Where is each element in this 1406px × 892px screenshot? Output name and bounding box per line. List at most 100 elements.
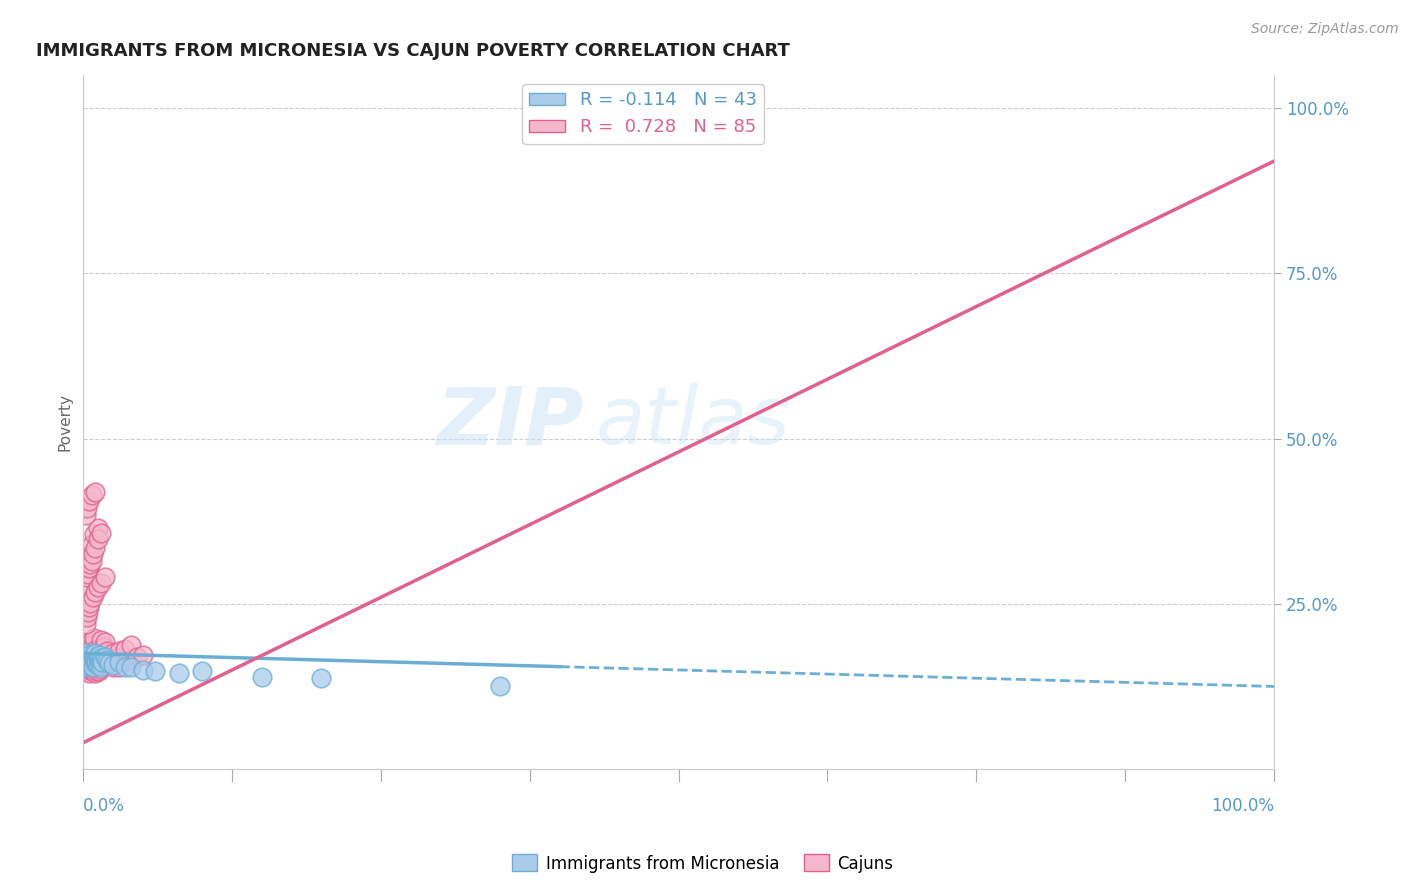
- Point: [143, 665, 166, 679]
- Point: [83, 527, 105, 541]
- Text: 0.0%: 0.0%: [83, 797, 125, 814]
- Point: [75, 648, 97, 663]
- Point: [167, 666, 190, 681]
- Point: [73, 649, 96, 664]
- Point: [86, 655, 108, 669]
- Point: [79, 663, 101, 677]
- Point: [108, 644, 131, 658]
- Point: [120, 653, 142, 667]
- Point: [77, 651, 100, 665]
- Point: [79, 649, 101, 664]
- Point: [90, 657, 112, 672]
- Point: [84, 647, 107, 661]
- Point: [76, 570, 98, 584]
- Point: [82, 547, 104, 561]
- Point: [77, 560, 100, 574]
- Point: [76, 655, 98, 669]
- Point: [84, 585, 107, 599]
- Point: [76, 657, 98, 672]
- Point: [80, 659, 103, 673]
- Point: [77, 651, 100, 665]
- Point: [83, 662, 105, 676]
- Point: [114, 655, 136, 669]
- Point: [90, 575, 112, 590]
- Text: 100.0%: 100.0%: [1211, 797, 1274, 814]
- Point: [86, 651, 108, 665]
- Point: [250, 669, 273, 683]
- Point: [108, 659, 131, 673]
- Point: [101, 657, 124, 672]
- Point: [132, 648, 155, 663]
- Point: [120, 638, 142, 652]
- Legend: Immigrants from Micronesia, Cajuns: Immigrants from Micronesia, Cajuns: [506, 847, 900, 880]
- Point: [80, 633, 103, 648]
- Point: [90, 633, 112, 648]
- Point: [86, 580, 108, 594]
- Point: [89, 641, 111, 656]
- Point: [75, 657, 97, 672]
- Point: [82, 653, 104, 667]
- Point: [89, 662, 111, 676]
- Point: [77, 655, 100, 669]
- Point: [80, 648, 103, 663]
- Point: [80, 488, 103, 502]
- Point: [101, 659, 124, 673]
- Text: Source: ZipAtlas.com: Source: ZipAtlas.com: [1251, 22, 1399, 37]
- Point: [96, 653, 118, 667]
- Point: [86, 644, 108, 658]
- Point: [75, 616, 97, 631]
- Point: [82, 649, 104, 664]
- Point: [77, 567, 100, 582]
- Point: [77, 550, 100, 565]
- Y-axis label: Poverty: Poverty: [58, 393, 72, 451]
- Point: [86, 649, 108, 664]
- Legend: R = -0.114   N = 43, R =  0.728   N = 85: R = -0.114 N = 43, R = 0.728 N = 85: [522, 84, 763, 144]
- Point: [77, 649, 100, 664]
- Point: [83, 649, 105, 664]
- Point: [79, 558, 101, 572]
- Point: [86, 657, 108, 672]
- Point: [91, 655, 114, 669]
- Point: [86, 659, 108, 673]
- Point: [83, 632, 105, 646]
- Point: [82, 591, 104, 605]
- Point: [191, 665, 214, 679]
- Point: [93, 649, 115, 664]
- Point: [489, 680, 512, 694]
- Text: IMMIGRANTS FROM MICRONESIA VS CAJUN POVERTY CORRELATION CHART: IMMIGRANTS FROM MICRONESIA VS CAJUN POVE…: [35, 42, 790, 60]
- Point: [76, 665, 98, 679]
- Point: [105, 651, 128, 665]
- Point: [120, 659, 142, 673]
- Point: [73, 659, 96, 673]
- Point: [76, 610, 98, 624]
- Text: atlas: atlas: [595, 384, 790, 461]
- Point: [98, 657, 121, 671]
- Point: [90, 659, 112, 673]
- Point: [311, 671, 333, 685]
- Point: [75, 508, 97, 522]
- Point: [90, 651, 112, 665]
- Point: [93, 635, 115, 649]
- Point: [93, 640, 115, 654]
- Point: [75, 647, 97, 661]
- Text: ZIP: ZIP: [436, 384, 583, 461]
- Point: [86, 532, 108, 546]
- Point: [84, 666, 107, 681]
- Point: [84, 657, 107, 671]
- Point: [96, 657, 118, 672]
- Point: [86, 665, 108, 679]
- Point: [91, 655, 114, 669]
- Point: [77, 653, 100, 667]
- Point: [83, 648, 105, 663]
- Point: [108, 655, 131, 669]
- Point: [114, 659, 136, 673]
- Point: [77, 600, 100, 615]
- Point: [77, 605, 100, 619]
- Point: [79, 653, 101, 667]
- Point: [75, 657, 97, 671]
- Point: [83, 651, 105, 665]
- Point: [84, 541, 107, 555]
- Point: [73, 659, 96, 673]
- Point: [84, 484, 107, 499]
- Point: [87, 665, 110, 679]
